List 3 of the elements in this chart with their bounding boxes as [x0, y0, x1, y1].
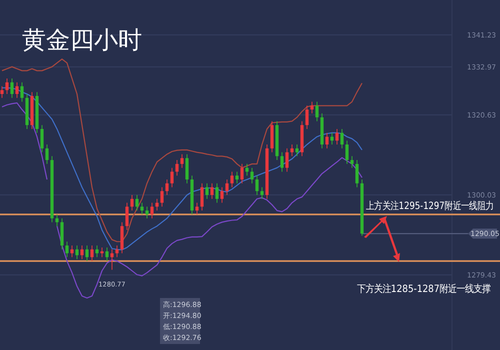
annotation: 下方关注1285-1287附近一线支撑: [357, 284, 490, 296]
text: 上方关注1295-1297附近一线阻力: [366, 200, 494, 212]
text: 黄金四小时: [22, 26, 142, 54]
